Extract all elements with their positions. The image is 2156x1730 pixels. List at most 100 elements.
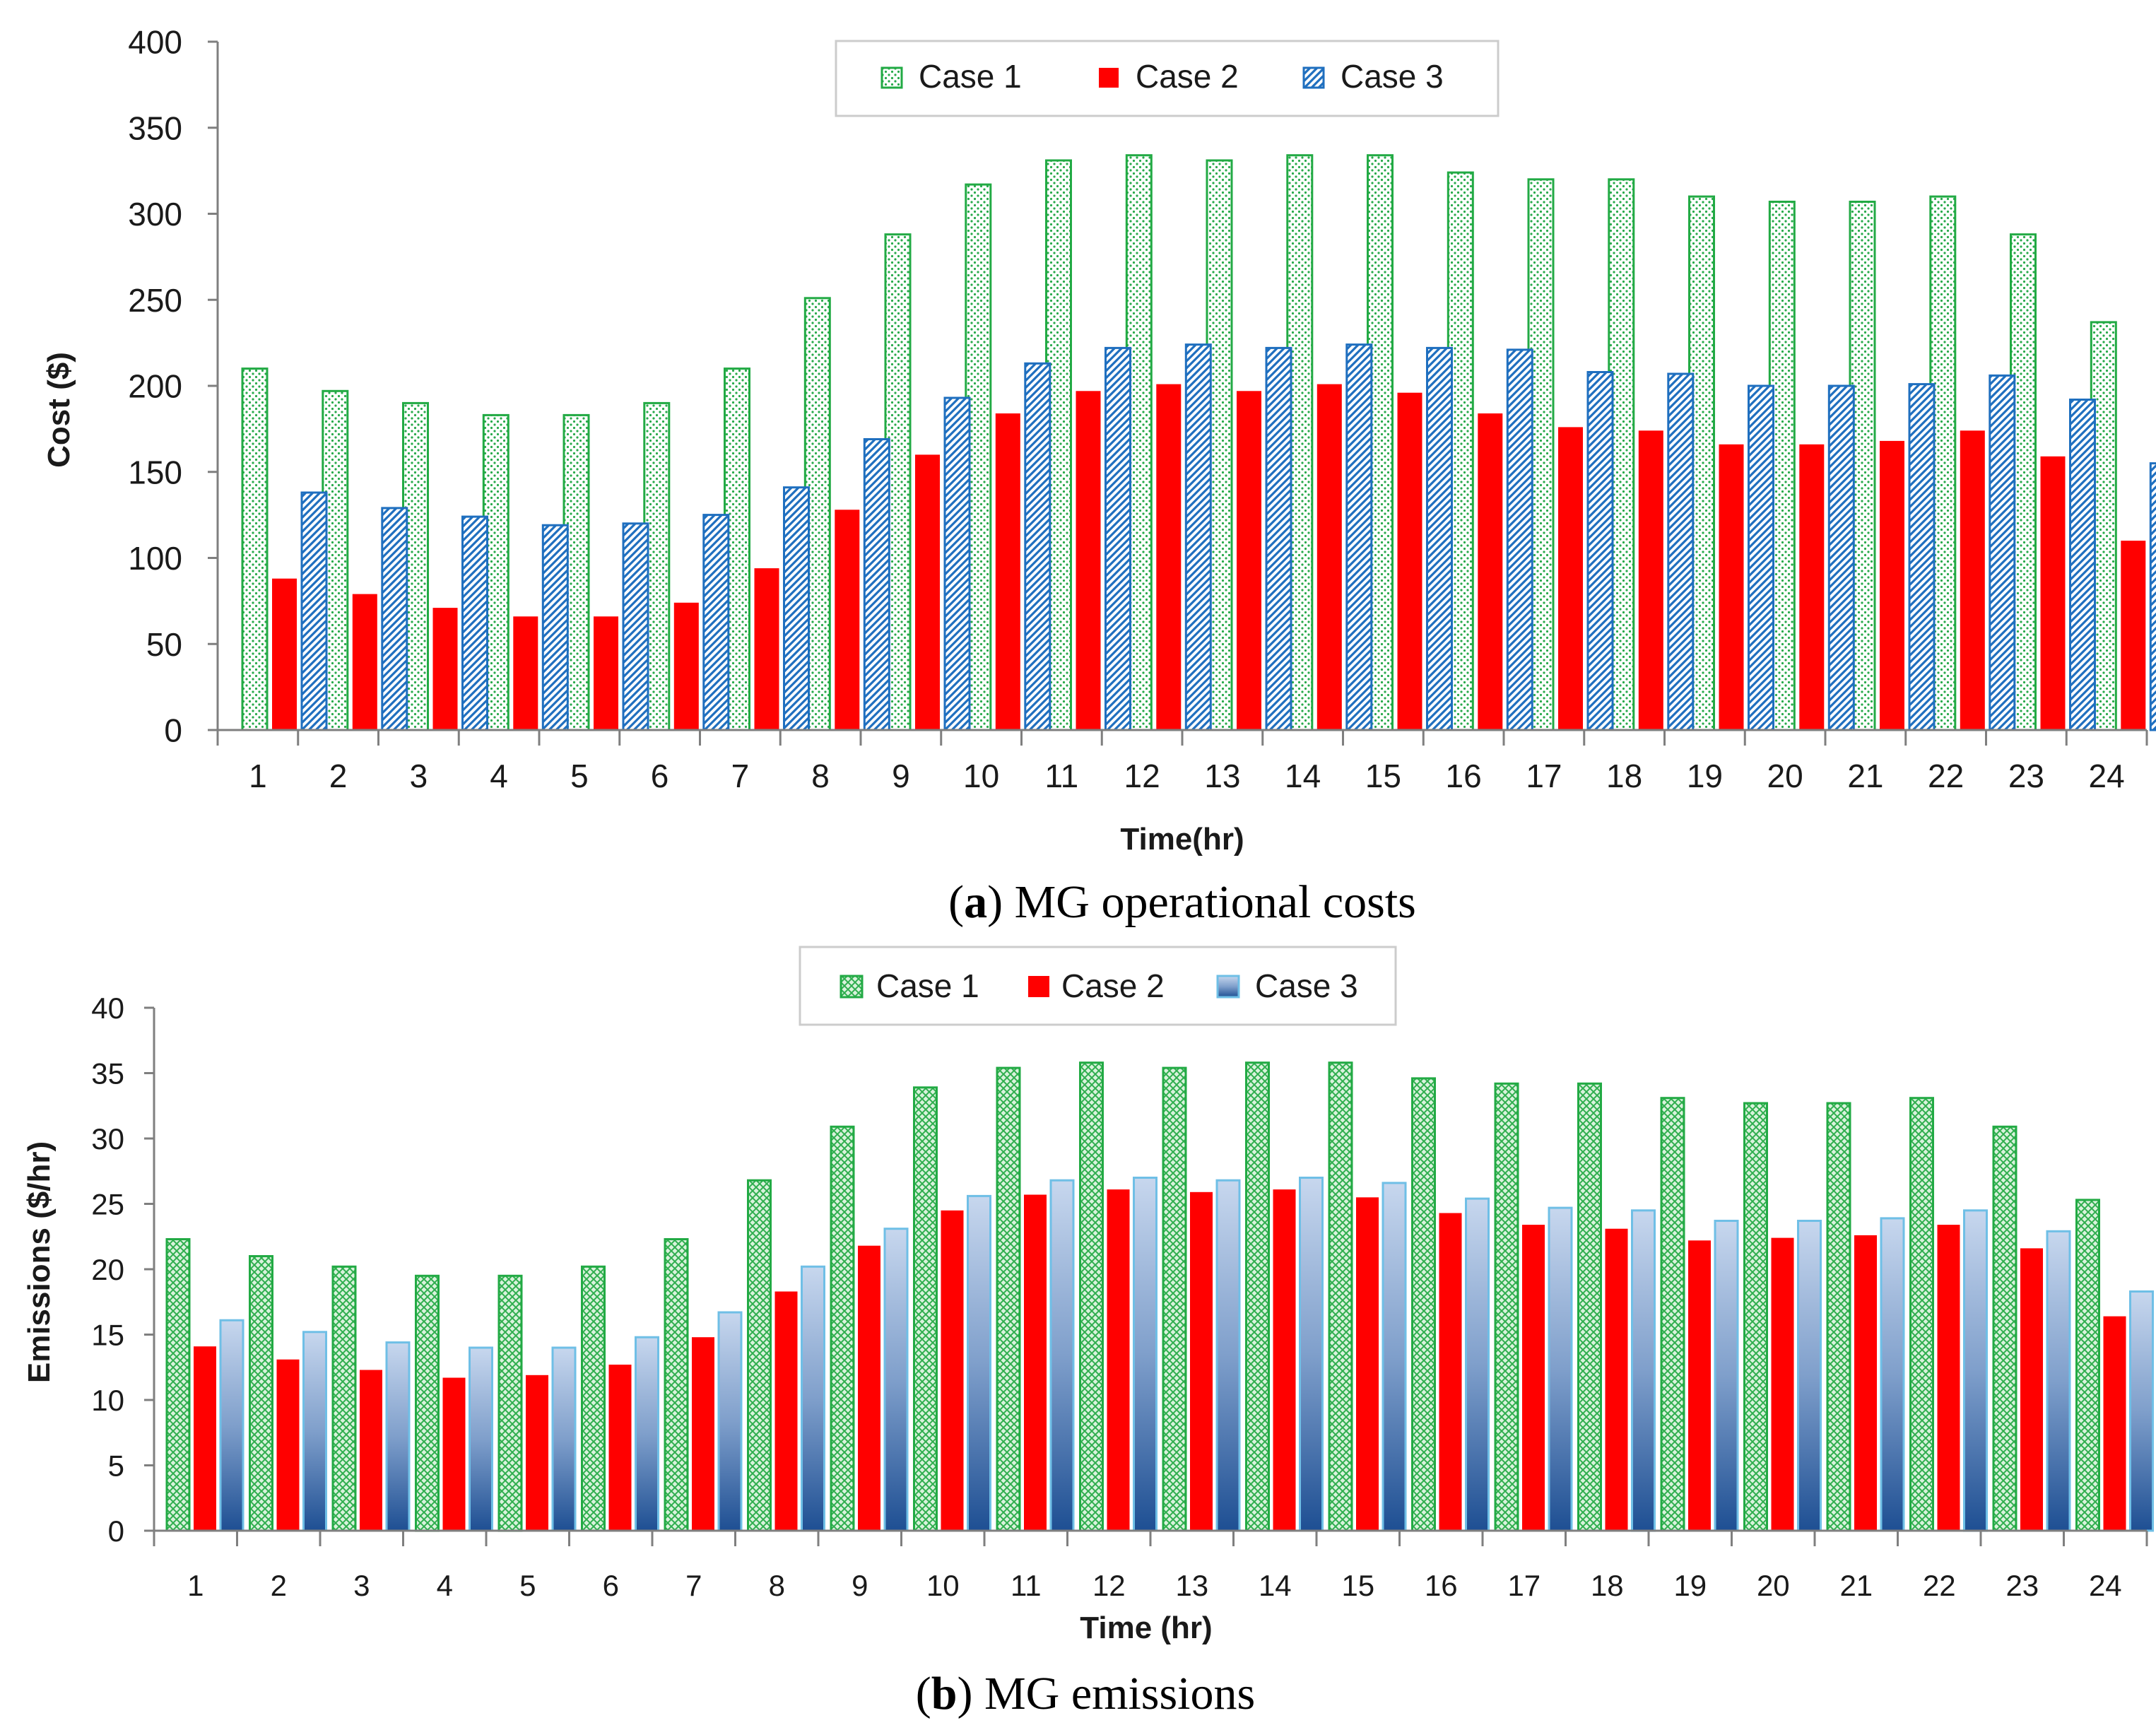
chart-a-bar-case3-hour-8 — [863, 438, 890, 731]
chart-b-bar-case3-hour-13 — [1215, 1179, 1241, 1532]
chart-b-y-tick-label: 25 — [91, 1188, 124, 1221]
chart-b-y-tick-label: 10 — [91, 1384, 124, 1417]
chart-b-bar-case1-hour-2 — [249, 1255, 273, 1532]
chart-a-bar-case3-hour-21 — [1908, 383, 1936, 731]
chart-a-x-tick-label: 1 — [249, 758, 267, 794]
chart-b-bar-case3-hour-7 — [717, 1311, 743, 1532]
chart-b-bar-case3-hour-14 — [1299, 1177, 1324, 1532]
chart-b-bar-case1-hour-24 — [2075, 1199, 2100, 1532]
chart-b-bar-case1-hour-11 — [996, 1066, 1021, 1532]
chart-a-legend-swatch-case1 — [880, 66, 903, 89]
chart-a-bar-case3-hour-19 — [1748, 384, 1774, 731]
chart-a-caption-text: MG operational costs — [1015, 876, 1416, 928]
chart-b-x-tick-label: 8 — [769, 1569, 785, 1602]
chart-b-x-tick-label: 5 — [519, 1569, 536, 1602]
chart-a-bar-case2-hour-9 — [915, 454, 940, 730]
chart-b-x-tick-label: 12 — [1092, 1569, 1126, 1602]
chart-a-xlabel: Time(hr) — [1120, 822, 1244, 857]
chart-a-x-tick-label: 12 — [1124, 758, 1160, 794]
chart-a-bar-case3-hour-6 — [702, 514, 730, 731]
chart-a-bar-case3-hour-14 — [1345, 343, 1373, 731]
chart-b-bar-case3-hour-20 — [1797, 1220, 1822, 1532]
chart-b-x-tick-label: 3 — [353, 1569, 370, 1602]
chart-a-y-tick-label: 250 — [128, 282, 182, 319]
chart-b-bar-case2-hour-12 — [1107, 1189, 1130, 1531]
chart-a-bar-case2-hour-17 — [1558, 427, 1583, 730]
chart-b-bar-case3-hour-24 — [2129, 1290, 2154, 1532]
chart-b-bar-case3-hour-4 — [469, 1346, 493, 1532]
chart-b-bar-case1-hour-14 — [1245, 1061, 1270, 1532]
chart-a-bar-case3-hour-9 — [943, 396, 971, 731]
chart-b-legend-box — [799, 946, 1397, 1026]
chart-a-bar-case2-hour-14 — [1316, 384, 1342, 730]
chart-b-y-tick-label: 0 — [108, 1514, 124, 1548]
chart-b-bar-case3-hour-16 — [1465, 1197, 1490, 1532]
chart-a-y-tick-label: 350 — [128, 110, 182, 146]
chart-a-x-tick-label: 9 — [892, 758, 910, 794]
chart-a-bar-case3-hour-17 — [1586, 371, 1614, 731]
chart-b-y-tick-label: 30 — [91, 1122, 124, 1155]
chart-b-x-tick-label: 16 — [1425, 1569, 1458, 1602]
chart-b-ylabel: Emissions ($/hr) — [22, 1141, 57, 1383]
chart-b-bar-case3-hour-15 — [1382, 1182, 1407, 1532]
chart-b-bar-case3-hour-17 — [1548, 1206, 1573, 1532]
chart-b-bar-case3-hour-23 — [2046, 1230, 2071, 1532]
chart-a-x-tick-label: 19 — [1687, 758, 1723, 794]
chart-a-bar-case2-hour-15 — [1397, 392, 1422, 730]
chart-b-bar-case2-hour-2 — [276, 1359, 300, 1531]
chart-a-x-tick-label: 18 — [1606, 758, 1642, 794]
chart-b-bar-case1-hour-19 — [1660, 1097, 1685, 1532]
chart-b-bar-case1-hour-20 — [1743, 1102, 1768, 1532]
chart-b-bar-case1-hour-5 — [497, 1274, 523, 1532]
chart-b-bar-case2-hour-7 — [692, 1337, 714, 1531]
chart-b-bar-case1-hour-22 — [1909, 1097, 1934, 1532]
chart-b-bar-case3-hour-21 — [1880, 1217, 1905, 1532]
chart-a-x-tick-label: 13 — [1204, 758, 1240, 794]
chart-a-bar-case1-hour-1 — [241, 367, 269, 731]
chart-a-bar-case2-hour-4 — [513, 616, 538, 730]
chart-b-legend-swatch-case3 — [1216, 975, 1240, 999]
chart-a-bar-case3-hour-11 — [1104, 346, 1131, 731]
chart-b-bar-case2-hour-6 — [608, 1365, 632, 1531]
chart-a-legend-label-case2: Case 2 — [1136, 58, 1239, 95]
chart-b-y-tick-label: 15 — [91, 1319, 124, 1352]
chart-a-bar-case3-hour-5 — [622, 522, 649, 731]
chart-b-bar-case2-hour-4 — [442, 1377, 466, 1531]
chart-b-bar-case2-hour-5 — [526, 1375, 548, 1531]
chart-b-bar-case1-hour-9 — [830, 1125, 855, 1532]
chart-b-bar-case2-hour-21 — [1854, 1235, 1877, 1531]
chart-b-bar-case3-hour-9 — [883, 1228, 909, 1532]
chart-a-bar-case2-hour-2 — [352, 594, 377, 730]
chart-a-x-tick-label: 21 — [1847, 758, 1883, 794]
chart-b-x-tick-label: 21 — [1839, 1569, 1873, 1602]
chart-b-bar-case2-hour-20 — [1771, 1237, 1794, 1531]
chart-a-bar-case2-hour-8 — [835, 510, 860, 730]
chart-b-bar-case2-hour-24 — [2103, 1316, 2126, 1531]
chart-b-bar-case3-hour-1 — [219, 1319, 245, 1532]
chart-a-caption: (a) MG operational costs — [948, 876, 1416, 928]
chart-a-x-tick-label: 15 — [1365, 758, 1401, 794]
chart-a-bar-case2-hour-1 — [272, 578, 297, 730]
chart-a-bar-case2-hour-21 — [1880, 440, 1904, 730]
chart-a-y-tick-label: 200 — [128, 368, 182, 405]
chart-b-legend-label-case2: Case 2 — [1061, 967, 1165, 1004]
chart-a-y-tick-label: 0 — [164, 712, 182, 749]
chart-b-bar-case3-hour-11 — [1049, 1179, 1075, 1532]
chart-a-x-tick-label: 2 — [329, 758, 348, 794]
chart-a-y-tick-label: 300 — [128, 196, 182, 233]
chart-a-legend: Case 1 Case 2 Case 3 — [835, 40, 1500, 117]
chart-b-x-tick-label: 20 — [1757, 1569, 1790, 1602]
chart-b-bar-case1-hour-7 — [664, 1238, 689, 1532]
chart-b-x-tick-label: 7 — [685, 1569, 702, 1602]
chart-a-bar-case2-hour-10 — [995, 413, 1020, 730]
chart-a-bar-case3-hour-1 — [300, 491, 328, 731]
chart-a-x-tick-label: 7 — [731, 758, 750, 794]
chart-b-x-tick-label: 19 — [1673, 1569, 1707, 1602]
chart-a-bar-case3-hour-23 — [2069, 399, 2096, 731]
chart-a-bar-case3-hour-13 — [1265, 346, 1292, 731]
chart-a-y-tick-label: 50 — [146, 626, 182, 663]
chart-b-bar-case3-hour-18 — [1631, 1209, 1656, 1532]
chart-a-bar-case3-hour-24 — [2149, 462, 2156, 731]
